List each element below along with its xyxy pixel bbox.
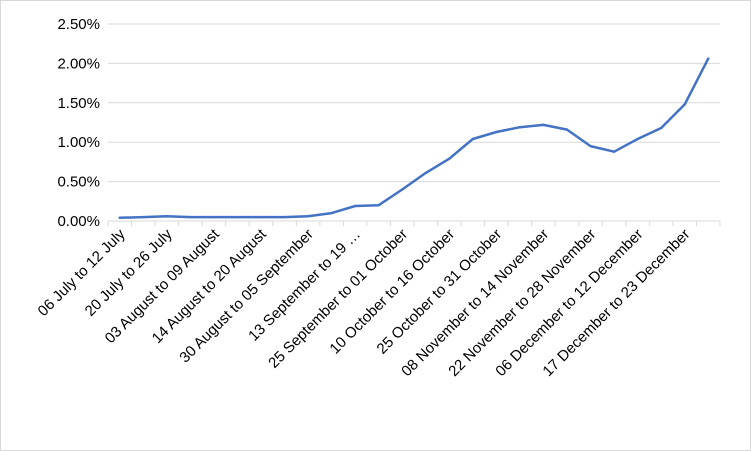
data-point	[518, 126, 522, 129]
data-point	[353, 204, 357, 208]
data-point	[236, 215, 239, 219]
data-point	[259, 215, 263, 219]
data-point	[542, 123, 545, 127]
y-tick-label: 2.50%	[57, 16, 100, 33]
series-line	[118, 57, 710, 220]
data-point	[589, 144, 592, 148]
data-point	[707, 57, 710, 60]
data-point	[448, 157, 451, 160]
data-point	[636, 137, 639, 141]
y-tick-label: 2.00%	[57, 55, 100, 72]
data-point	[659, 126, 663, 130]
data-point	[330, 211, 333, 215]
data-point	[142, 215, 145, 219]
data-point	[612, 150, 616, 153]
y-tick-label: 1.50%	[57, 95, 100, 112]
data-point	[283, 215, 286, 219]
x-tick-label: 06 July to 12 July	[35, 225, 129, 319]
data-point	[401, 188, 404, 191]
data-point	[495, 130, 498, 134]
data-point	[565, 128, 569, 131]
data-point	[683, 103, 686, 106]
data-point	[118, 216, 121, 220]
y-axis-tick-labels: 0.00% 0.50% 1.00% 1.50% 2.00% 2.50%	[57, 16, 100, 230]
series-layer	[118, 57, 710, 220]
data-point	[424, 171, 427, 175]
x-axis	[107, 220, 721, 226]
data-point	[165, 215, 169, 218]
gridlines	[108, 23, 720, 183]
y-tick-label: 1.00%	[57, 134, 100, 151]
data-point	[471, 137, 475, 141]
y-tick-label: 0.00%	[57, 213, 100, 230]
data-point	[306, 215, 310, 218]
y-tick-label: 0.50%	[57, 174, 100, 191]
x-tick-label: 20 July to 26 July	[82, 225, 176, 319]
data-point	[212, 215, 216, 219]
data-point	[189, 215, 192, 219]
data-point	[377, 204, 380, 207]
